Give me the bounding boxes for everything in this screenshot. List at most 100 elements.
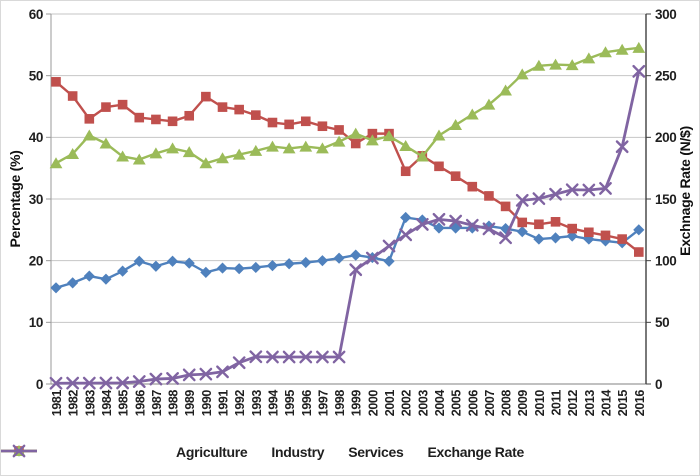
series-services-marker: [415, 150, 429, 162]
series-industry-marker: [317, 121, 328, 132]
x-axis-year-label: 1981: [50, 390, 64, 417]
series-industry-marker: [517, 217, 528, 228]
series-exchange-rate-marker: [149, 372, 163, 386]
right-axis-tick-label: 200: [655, 130, 676, 145]
series-industry-marker: [134, 112, 145, 123]
series-industry-marker: [117, 99, 128, 110]
right-axis-title: Exchnage Rate (N/$): [677, 126, 693, 256]
series-exchange-rate-marker: [182, 368, 196, 382]
series-exchange-rate-marker: [582, 183, 596, 197]
series-exchange-rate-marker: [499, 231, 512, 245]
series-industry-marker: [51, 77, 61, 87]
series-exchange-rate-marker: [615, 140, 629, 154]
left-axis-tick-label: 50: [29, 68, 43, 83]
x-axis-year-label: 2013: [583, 390, 597, 417]
x-axis-year-label: 1982: [67, 390, 81, 417]
series-exchange-rate-marker: [49, 376, 63, 390]
series-services-marker: [166, 142, 179, 154]
series-exchange-rate-marker: [99, 376, 113, 390]
series-exchange-rate-marker: [449, 214, 463, 228]
left-axis-tick-label: 30: [29, 192, 43, 207]
series-services-marker: [549, 58, 562, 70]
series-exchange-rate-marker: [249, 350, 263, 364]
x-axis-year-label: 1987: [150, 390, 164, 417]
series-exchange-rate-marker: [532, 192, 546, 206]
series-services-marker: [182, 146, 196, 158]
series-industry-marker: [450, 171, 461, 181]
x-axis-year-label: 1985: [117, 390, 131, 417]
x-axis-year-label: 2016: [633, 390, 647, 417]
series-industry-marker: [67, 91, 78, 101]
series-agriculture-marker: [200, 266, 212, 278]
series-exchange-rate-marker: [482, 222, 496, 236]
right-axis-tick-label: 50: [655, 315, 669, 330]
series-agriculture-marker: [166, 255, 179, 267]
series-exchange-rate-marker: [216, 365, 229, 379]
series-industry-marker: [350, 138, 361, 149]
right-axis-tick-label: 300: [655, 7, 676, 22]
series-agriculture-marker: [433, 222, 445, 234]
series-agriculture-line: [55, 216, 640, 289]
legend-item-exchange-rate: Exchange Rate: [1, 444, 524, 460]
series-industry-marker: [484, 191, 494, 201]
x-axis-year-label: 1992: [233, 390, 247, 417]
series-agriculture-marker: [50, 282, 62, 294]
series-services-marker: [482, 98, 496, 110]
series-exchange-rate-marker: [66, 376, 80, 390]
series-agriculture-marker: [499, 223, 512, 235]
series-exchange-rate-marker: [415, 218, 429, 231]
series-services-marker: [399, 139, 413, 151]
series-exchange-rate-marker: [132, 375, 146, 388]
x-axis-year-label: 1989: [183, 390, 197, 417]
series-industry-marker: [550, 217, 561, 227]
x-axis-year-label: 2003: [416, 390, 430, 417]
series-agriculture-marker: [100, 273, 112, 285]
series-services-marker: [282, 142, 296, 154]
series-exchange-rate-marker: [549, 187, 562, 201]
series-services-marker: [266, 140, 279, 152]
x-axis-year-label: 2005: [450, 390, 464, 417]
series-exchange-rate-marker: [365, 251, 379, 265]
series-services-marker: [615, 43, 629, 55]
series-agriculture-marker: [117, 265, 129, 277]
series-industry-marker: [534, 219, 544, 230]
legend-exchange-rate-marker: [12, 444, 26, 458]
series-services-marker: [132, 153, 146, 165]
series-industry-marker: [367, 128, 378, 139]
series-exchange-rate-marker: [266, 350, 279, 364]
series-services-line: [55, 46, 639, 165]
right-axis-tick-label: 250: [655, 68, 676, 83]
series-industry-marker: [300, 116, 311, 127]
series-exchange-rate-marker: [599, 181, 612, 195]
series-industry-marker: [500, 201, 511, 212]
series-exchange-rate-marker: [565, 183, 579, 197]
series-industry-marker: [251, 110, 261, 120]
series-industry-marker: [151, 114, 161, 125]
series-services-marker: [249, 144, 263, 156]
series-exchange-rate-marker: [316, 350, 329, 364]
series-services-marker: [532, 59, 546, 71]
right-axis-tick-label: 0: [655, 377, 662, 392]
x-axis-year-label: 2002: [400, 390, 414, 417]
series-industry-marker: [217, 102, 228, 112]
x-axis-year-label: 1997: [316, 390, 330, 417]
series-services-marker: [299, 140, 313, 152]
series-services-marker: [432, 129, 446, 141]
series-industry-marker: [184, 110, 195, 121]
x-axis-year-label: 1999: [350, 390, 364, 417]
series-agriculture-marker: [316, 255, 329, 267]
series-services-marker: [99, 137, 113, 149]
series-services-marker: [465, 108, 479, 120]
x-axis-year-label: 2004: [433, 390, 447, 417]
legend-label-agriculture: Agriculture: [176, 444, 248, 460]
series-services-marker: [232, 148, 246, 160]
series-agriculture-marker: [150, 260, 162, 272]
series-exchange-rate-line: [55, 71, 641, 385]
series-agriculture-marker: [633, 224, 645, 236]
x-axis-year-label: 2014: [599, 390, 613, 417]
left-axis-tick-label: 20: [29, 253, 43, 268]
series-industry-marker: [84, 114, 95, 124]
series-exchange-rate-marker: [199, 367, 213, 381]
